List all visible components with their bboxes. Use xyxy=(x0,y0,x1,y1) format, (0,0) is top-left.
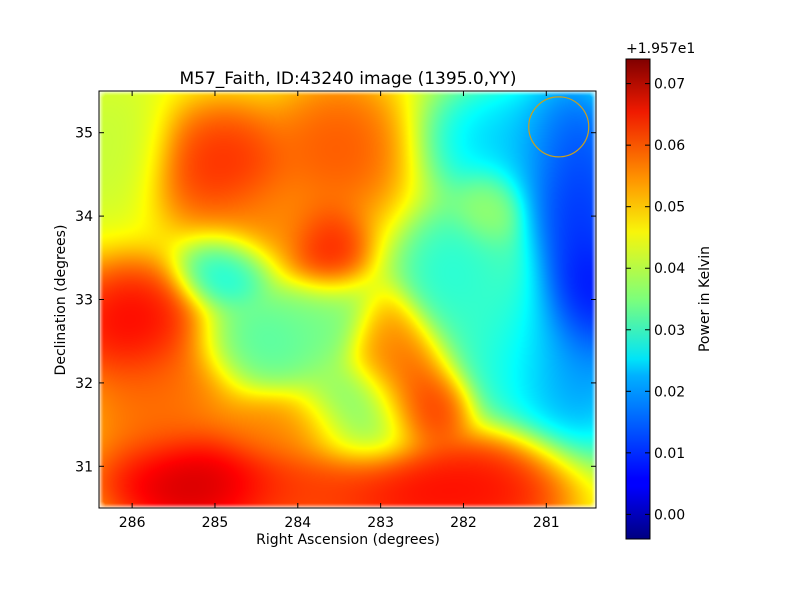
x-tick-label: 283 xyxy=(367,515,394,531)
beam-marker-circle xyxy=(528,96,590,158)
y-tick-label: 34 xyxy=(75,209,93,225)
x-axis-ticks: 286 285 284 283 282 281 xyxy=(119,91,560,531)
colorbar xyxy=(625,58,651,540)
colorbar-tick-label: 0.00 xyxy=(654,507,685,523)
colorbar-tick-label: 0.04 xyxy=(654,261,685,277)
x-tick-label: 286 xyxy=(119,515,146,531)
colorbar-ticks: 0.00 0.01 0.02 0.03 0.04 0.05 0.06 0.07 xyxy=(626,77,685,523)
colorbar-label: Power in Kelvin xyxy=(697,246,713,352)
y-axis-label: Declination (degrees) xyxy=(53,225,69,376)
x-tick-label: 284 xyxy=(284,515,311,531)
x-tick-label: 281 xyxy=(533,515,560,531)
colorbar-tick-label: 0.03 xyxy=(654,323,685,339)
colorbar-tick-label: 0.05 xyxy=(654,200,685,216)
y-tick-label: 35 xyxy=(75,126,93,142)
heatmap-image xyxy=(99,91,596,508)
colorbar-offset-text: +1.957e1 xyxy=(626,41,695,57)
x-tick-label: 285 xyxy=(202,515,229,531)
y-tick-label: 32 xyxy=(75,376,93,392)
y-tick-label: 33 xyxy=(75,293,93,309)
y-axis-ticks: 31 32 33 34 35 xyxy=(75,126,596,475)
chart-title: M57_Faith, ID:43240 image (1395.0,YY) xyxy=(180,69,517,89)
colorbar-tick-label: 0.06 xyxy=(654,138,685,154)
y-tick-label: 31 xyxy=(75,459,93,475)
colorbar-tick-label: 0.07 xyxy=(654,77,685,93)
x-axis-label: Right Ascension (degrees) xyxy=(256,532,440,548)
colorbar-tick-label: 0.01 xyxy=(654,446,685,462)
x-tick-label: 282 xyxy=(450,515,477,531)
colorbar-tick-label: 0.02 xyxy=(654,384,685,400)
beam-marker-layer xyxy=(528,96,590,158)
